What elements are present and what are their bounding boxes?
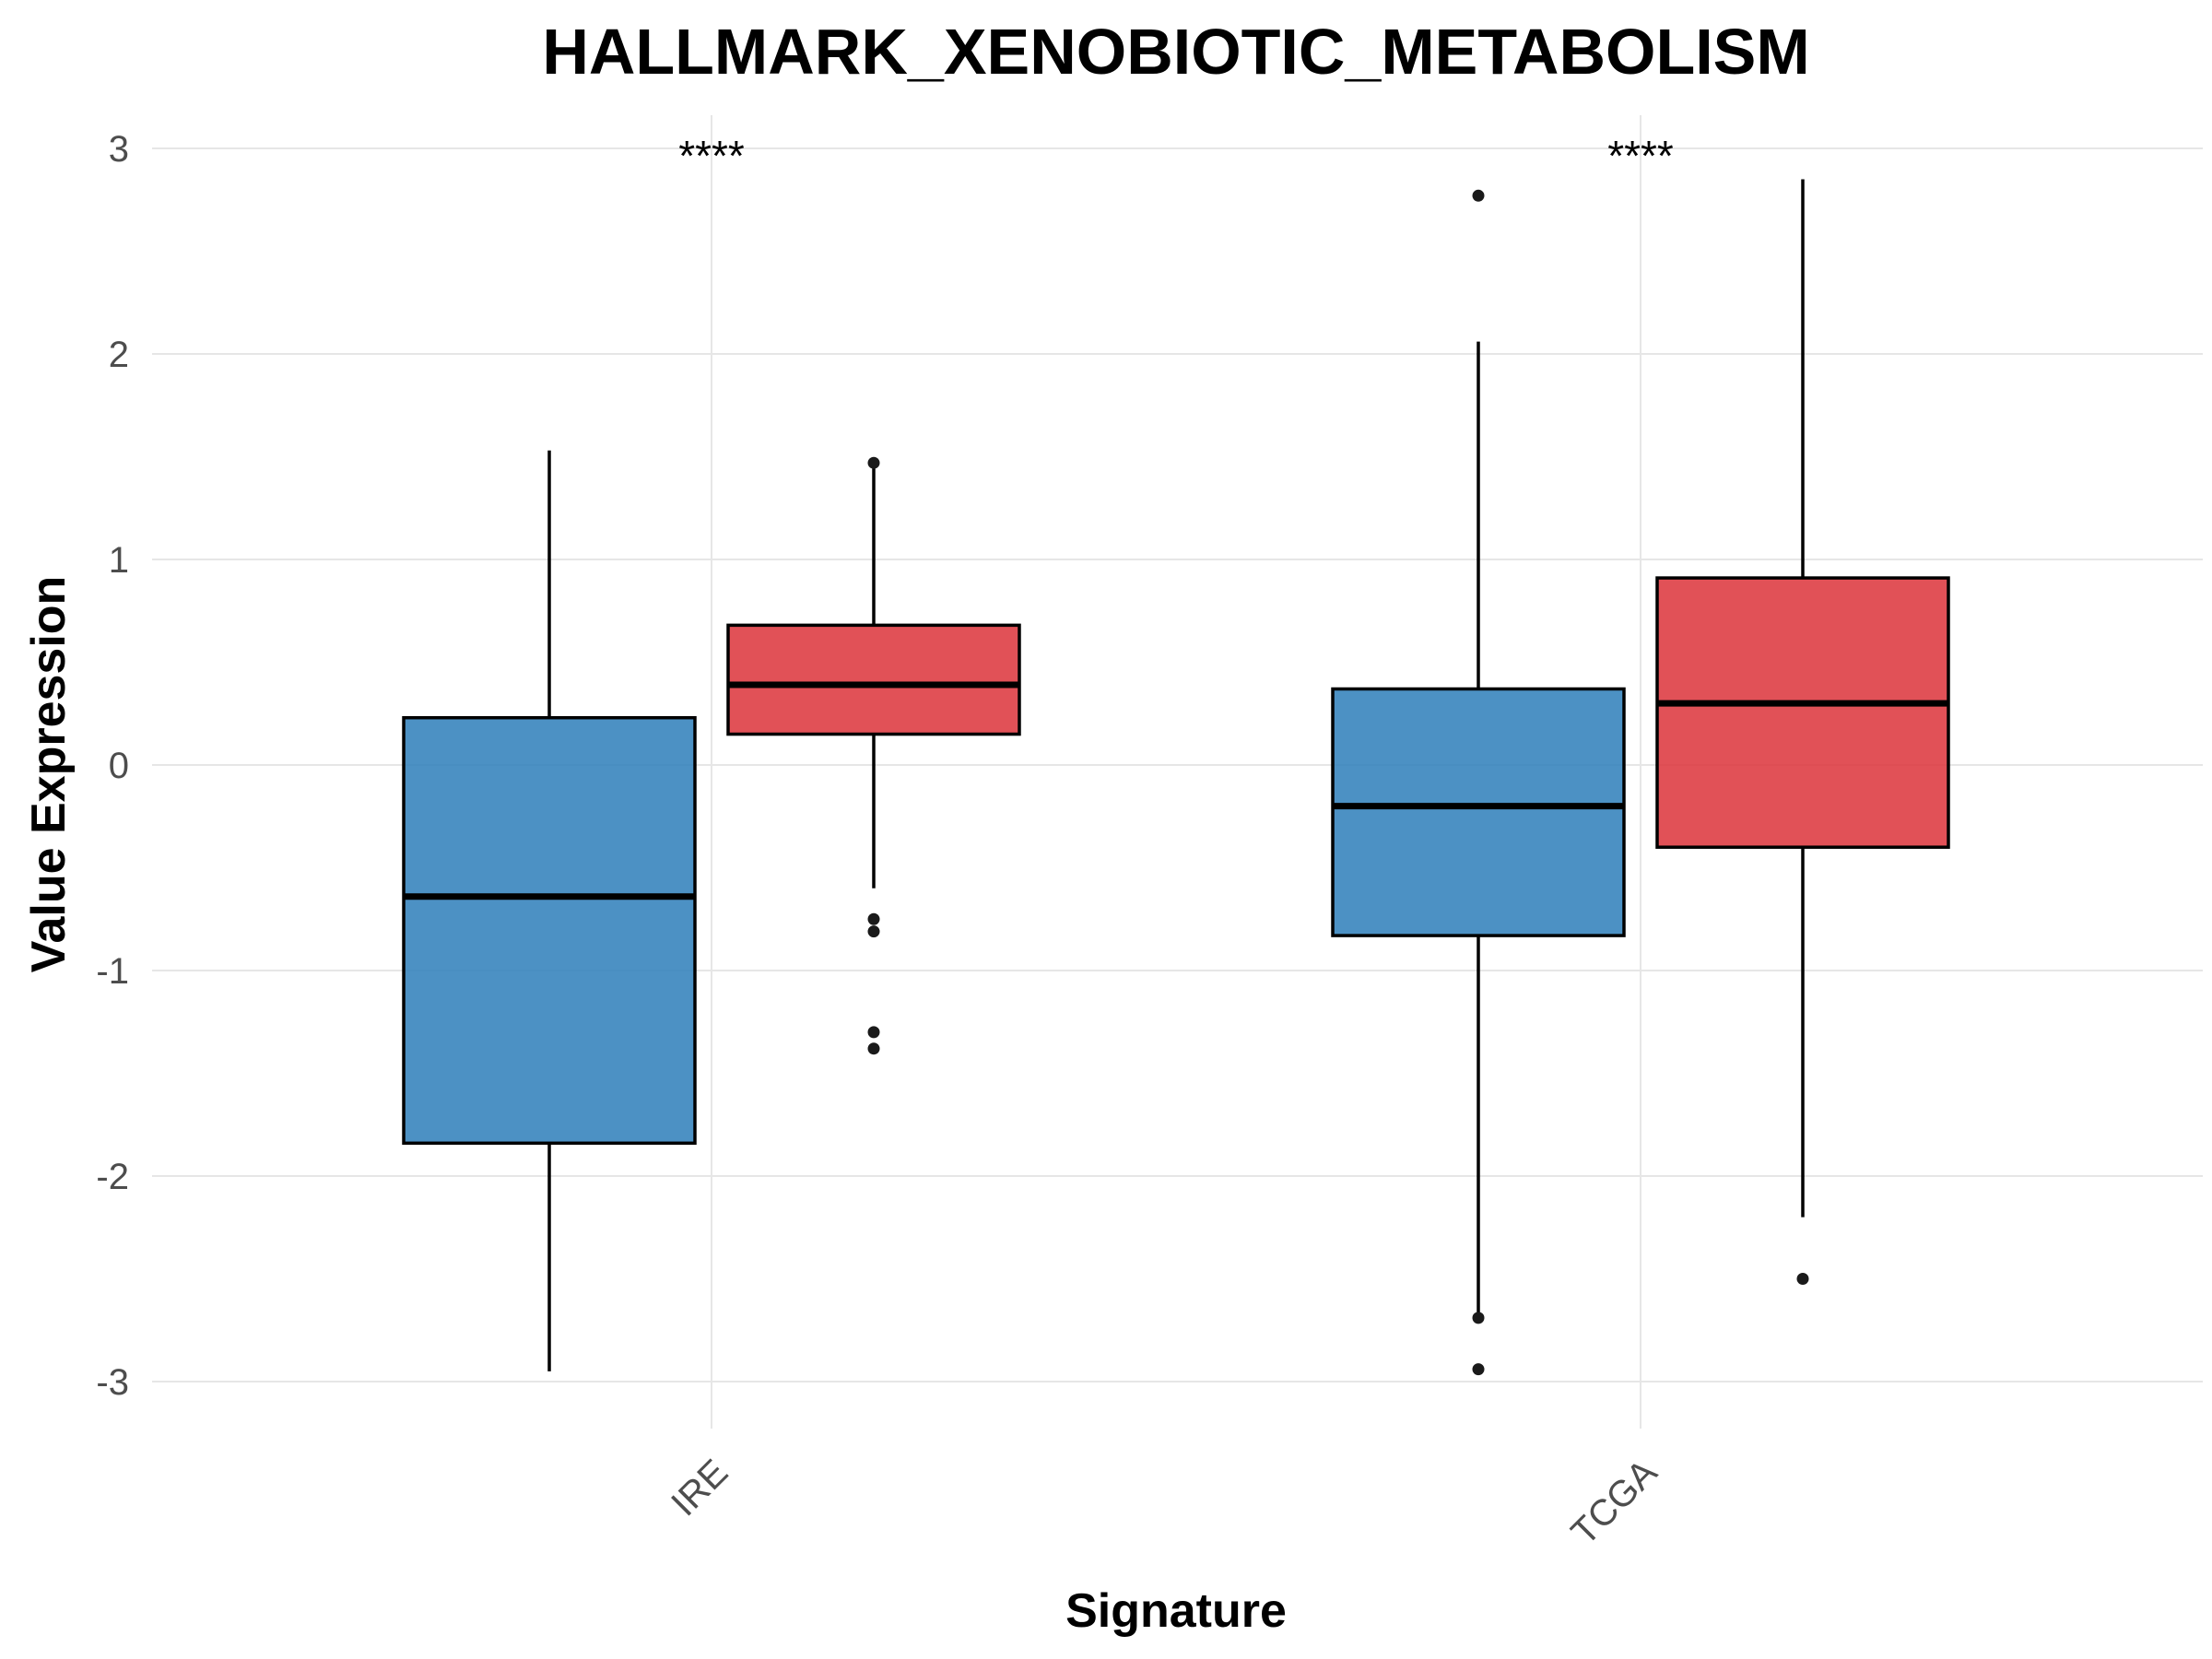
y-tick-label: 2 xyxy=(109,335,129,375)
x-axis-title: Signature xyxy=(1065,1584,1287,1638)
x-tick-label: TCGA xyxy=(1564,1452,1665,1553)
y-axis-ticks: 3 2 1 0 -1 -2 -3 xyxy=(96,129,129,1403)
box xyxy=(726,623,1021,736)
boxes xyxy=(402,179,1950,1376)
x-axis-ticks: IRE TCGA xyxy=(664,1452,1665,1553)
box xyxy=(1331,687,1626,937)
outlier-point xyxy=(867,925,880,938)
outlier-point xyxy=(867,1042,880,1055)
box-group xyxy=(1331,189,1626,1376)
y-tick-label: 1 xyxy=(109,540,129,581)
significance-label: **** xyxy=(678,132,745,180)
y-tick-label: -2 xyxy=(96,1157,129,1197)
y-tick-label: 0 xyxy=(109,746,129,786)
box xyxy=(1655,576,1950,849)
y-axis-title: Value Expression xyxy=(22,576,76,973)
x-tick-label: IRE xyxy=(664,1452,735,1524)
outlier-point xyxy=(867,912,880,925)
significance-labels: **** **** xyxy=(678,132,1674,180)
y-tick-label: -1 xyxy=(96,951,129,992)
outlier-point xyxy=(1472,1363,1485,1376)
box xyxy=(402,715,697,1146)
y-tick-label: 3 xyxy=(109,129,129,170)
y-tick-label: -3 xyxy=(96,1362,129,1403)
outlier-point xyxy=(1796,1273,1809,1285)
box-group xyxy=(726,456,1021,1055)
outlier-point xyxy=(867,456,880,469)
chart-title: HALLMARK_XENOBIOTIC_METABOLISM xyxy=(542,16,1809,88)
outlier-point xyxy=(1472,189,1485,202)
significance-label: **** xyxy=(1607,132,1674,180)
outlier-point xyxy=(867,1026,880,1039)
box-group xyxy=(402,450,697,1371)
outlier-point xyxy=(1472,1312,1485,1324)
box-group xyxy=(1655,179,1950,1285)
